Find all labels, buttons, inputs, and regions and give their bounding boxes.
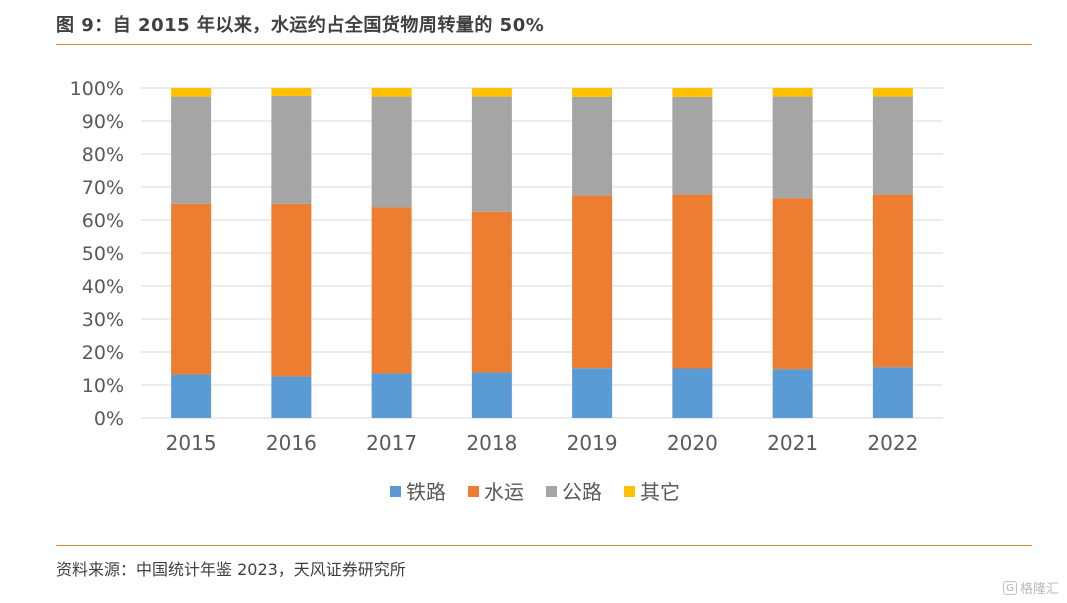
x-tick-label: 2021	[767, 431, 818, 455]
bar-segment-铁路-2021	[772, 369, 813, 418]
bar-segment-其它-2017	[371, 88, 412, 97]
legend-swatch	[546, 486, 557, 497]
bar-segment-水运-2016	[271, 203, 312, 377]
y-tick-label: 60%	[82, 210, 124, 232]
x-tick-label: 2019	[567, 431, 618, 455]
bar-segment-铁路-2022	[872, 367, 913, 418]
source-rule	[56, 545, 1032, 546]
bar-segment-公路-2016	[271, 95, 312, 204]
bar-segment-公路-2017	[371, 96, 412, 208]
legend-item-其它: 其它	[624, 480, 680, 504]
legend: 铁路 水运 公路 其它	[390, 480, 680, 504]
bar-segment-铁路-2015	[171, 374, 212, 418]
y-tick-label: 30%	[82, 309, 124, 331]
bar-segment-公路-2018	[471, 96, 512, 212]
bar-segment-铁路-2016	[271, 376, 312, 418]
y-tick-label: 0%	[94, 408, 124, 430]
legend-item-水运: 水运	[468, 480, 524, 504]
bars-layer	[171, 88, 913, 418]
legend-item-铁路: 铁路	[390, 480, 446, 504]
bar-segment-其它-2016	[271, 88, 312, 96]
x-tick-label: 2016	[266, 431, 317, 455]
bar-segment-水运-2022	[872, 194, 913, 368]
y-axis-ticks: 0% 10% 20% 30% 40% 50% 60% 70% 80% 90% 100%	[70, 78, 124, 430]
legend-label: 水运	[484, 480, 524, 504]
bar-segment-铁路-2017	[371, 373, 412, 418]
legend-swatch	[390, 486, 401, 497]
bar-segment-其它-2018	[471, 88, 512, 97]
bar-segment-水运-2015	[171, 203, 212, 375]
bar-segment-其它-2019	[572, 88, 613, 97]
figure-title: 图 9：自 2015 年以来，水运约占全国货物周转量的 50%	[56, 15, 545, 36]
bar-segment-公路-2019	[572, 96, 613, 196]
watermark-text: 格隆汇	[1019, 582, 1059, 597]
bar-segment-水运-2021	[772, 198, 813, 370]
bar-segment-水运-2018	[471, 211, 512, 373]
bar-segment-水运-2020	[672, 194, 713, 369]
bar-segment-铁路-2020	[672, 368, 713, 418]
x-tick-label: 2015	[166, 431, 217, 455]
legend-item-公路: 公路	[546, 480, 602, 504]
legend-swatch	[468, 486, 479, 497]
legend-label: 公路	[562, 480, 602, 504]
y-tick-label: 70%	[82, 177, 124, 199]
bar-segment-公路-2022	[872, 96, 913, 195]
x-tick-label: 2020	[667, 431, 718, 455]
y-tick-label: 50%	[82, 243, 124, 265]
x-tick-label: 2017	[366, 431, 417, 455]
bar-segment-水运-2017	[371, 207, 412, 374]
legend-label: 铁路	[406, 480, 446, 504]
bar-segment-公路-2020	[672, 96, 713, 195]
watermark: G 格隆汇	[1002, 578, 1059, 597]
source-note: 资料来源：中国统计年鉴 2023，天风证券研究所	[56, 560, 406, 579]
bar-segment-铁路-2019	[572, 368, 613, 418]
bar-segment-其它-2022	[872, 88, 913, 97]
bar-segment-水运-2019	[572, 195, 613, 369]
title-rule	[56, 44, 1032, 45]
watermark-logo-icon: G	[1002, 580, 1017, 595]
bar-segment-铁路-2018	[471, 372, 512, 418]
legend-swatch	[624, 486, 635, 497]
bar-segment-公路-2015	[171, 96, 212, 204]
y-tick-label: 10%	[82, 375, 124, 397]
y-tick-label: 90%	[82, 111, 124, 133]
bar-segment-其它-2021	[772, 88, 813, 97]
y-tick-label: 100%	[70, 78, 124, 100]
x-tick-label: 2022	[867, 431, 918, 455]
x-tick-label: 2018	[466, 431, 517, 455]
bar-segment-其它-2020	[672, 88, 713, 97]
bar-segment-其它-2015	[171, 88, 212, 97]
grid-layer	[141, 87, 943, 419]
x-axis-ticks: 2015 2016 2017 2018 2019 2020 2021 2022	[166, 431, 919, 455]
y-tick-label: 20%	[82, 342, 124, 364]
bar-segment-公路-2021	[772, 96, 813, 199]
legend-label: 其它	[640, 480, 680, 504]
y-tick-label: 80%	[82, 144, 124, 166]
y-tick-label: 40%	[82, 276, 124, 298]
